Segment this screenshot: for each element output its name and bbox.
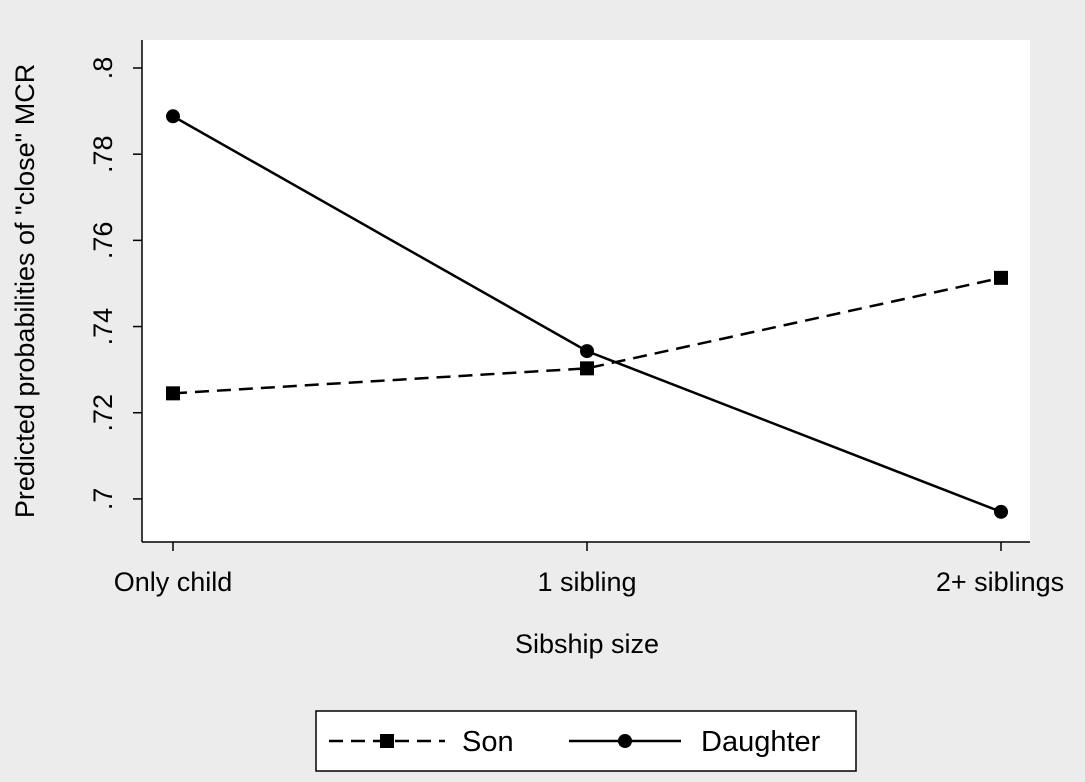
y-axis-title: Predicted probabilities of "close" MCR	[10, 64, 40, 518]
legend-marker-son	[380, 734, 394, 748]
x-tick-label: 2+ siblings	[936, 567, 1064, 597]
data-point-son	[994, 270, 1008, 285]
data-point-daughter	[166, 109, 180, 124]
series-layer	[166, 109, 1008, 519]
legend: Son Daughter	[315, 710, 857, 772]
data-point-son	[166, 386, 180, 401]
legend-label-daughter: Daughter	[701, 726, 821, 758]
y-tick-label: .8	[88, 57, 118, 80]
series-line-son	[172, 276, 1002, 395]
y-tick-label: .78	[88, 135, 118, 173]
legend-marker-daughter	[618, 734, 632, 748]
legend-item-daughter: Daughter	[569, 726, 821, 758]
data-point-daughter	[994, 504, 1008, 519]
data-point-daughter	[580, 344, 594, 359]
y-tick-label: .74	[88, 308, 118, 346]
data-point-son	[580, 361, 594, 376]
y-axis-ticks: .7 .72 .74 .76 .78 .8	[88, 57, 142, 510]
y-tick-label: .76	[88, 222, 118, 260]
y-tick-label: .72	[88, 394, 118, 432]
plot-area	[142, 40, 1030, 542]
x-tick-label: Only child	[114, 567, 233, 597]
legend-items: Son Daughter	[329, 726, 821, 758]
legend-label-son: Son	[462, 726, 514, 758]
x-tick-label: 1 sibling	[537, 567, 636, 597]
series-son	[166, 270, 1008, 401]
x-axis-ticks: Only child 1 sibling 2+ siblings	[114, 542, 1064, 597]
y-tick-label: .7	[88, 488, 118, 511]
series-daughter	[166, 109, 1008, 519]
x-axis-title: Sibship size	[515, 629, 659, 659]
legend-item-son: Son	[329, 726, 514, 758]
